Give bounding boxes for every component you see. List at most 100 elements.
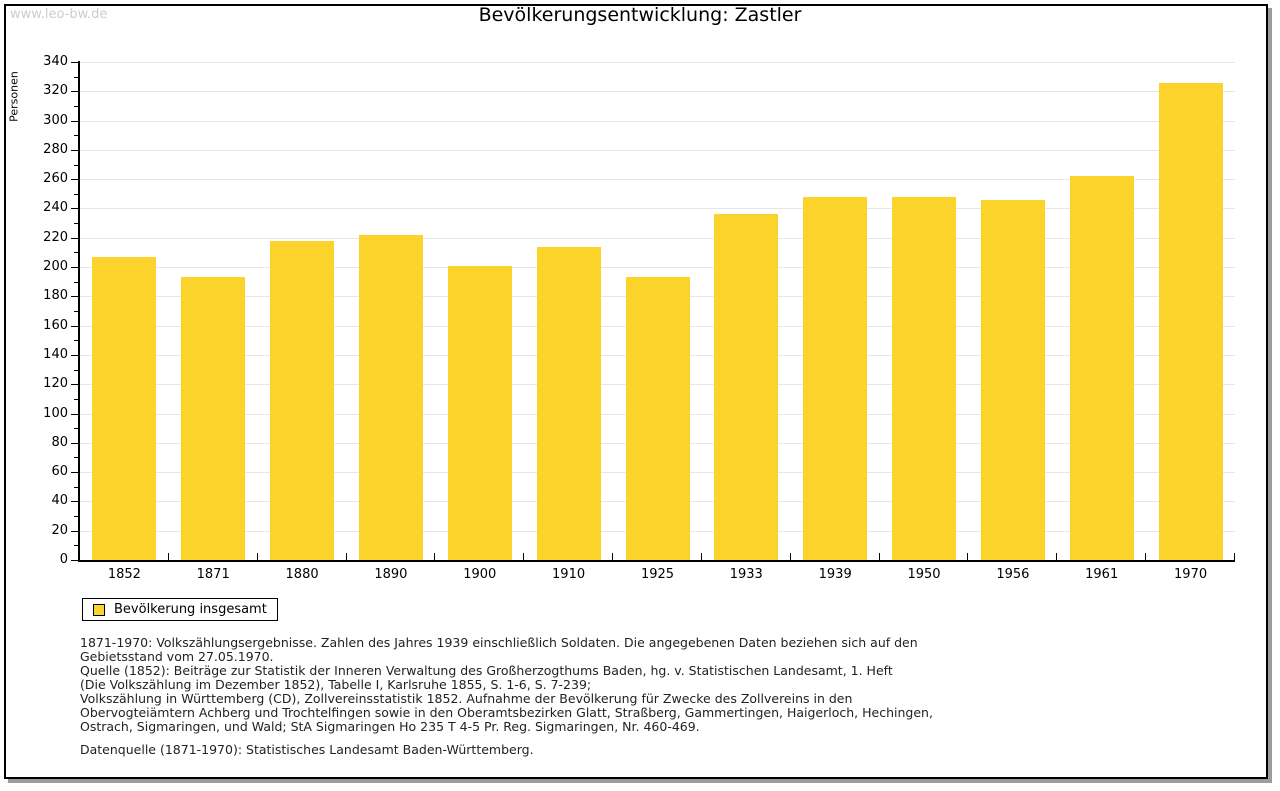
y-axis-tick-label: 40 xyxy=(51,493,68,508)
x-category-label: 1950 xyxy=(907,567,941,582)
y-axis-tick xyxy=(71,208,78,209)
y-axis-tick xyxy=(71,179,78,180)
x-category-label: 1852 xyxy=(107,567,141,582)
y-axis-minor-tick xyxy=(74,106,78,107)
x-category-label: 1871 xyxy=(196,567,230,582)
x-axis-tick xyxy=(523,553,524,560)
y-axis-line xyxy=(78,61,80,562)
bar xyxy=(714,214,779,560)
x-axis-tick xyxy=(257,553,258,560)
x-axis-tick xyxy=(967,553,968,560)
y-axis-tick xyxy=(71,355,78,356)
y-axis-minor-tick xyxy=(74,77,78,78)
y-gridline xyxy=(80,62,1235,63)
y-axis-tick-label: 200 xyxy=(43,259,68,274)
y-axis-minor-tick xyxy=(74,370,78,371)
y-axis-tick-label: 320 xyxy=(43,83,68,98)
x-axis-tick xyxy=(701,553,702,560)
y-axis-tick-label: 140 xyxy=(43,347,68,362)
bar xyxy=(892,196,956,560)
y-axis-tick-label: 0 xyxy=(59,552,68,567)
y-axis-tick xyxy=(71,560,78,561)
y-axis-tick xyxy=(71,150,78,151)
y-axis-minor-tick xyxy=(74,311,78,312)
bar xyxy=(181,277,246,560)
y-gridline xyxy=(80,91,1235,92)
y-axis-tick xyxy=(71,121,78,122)
y-axis-tick xyxy=(71,62,78,63)
bar xyxy=(1158,82,1223,560)
y-axis-tick xyxy=(71,531,78,532)
y-gridline xyxy=(80,208,1235,209)
y-axis-tick xyxy=(71,472,78,473)
x-category-label: 1910 xyxy=(552,567,586,582)
y-axis-tick xyxy=(71,501,78,502)
y-axis-tick xyxy=(71,91,78,92)
bar xyxy=(803,196,868,560)
legend: Bevölkerung insgesamt xyxy=(82,598,278,621)
y-gridline xyxy=(80,238,1235,239)
y-axis-tick xyxy=(71,384,78,385)
y-axis-tick-label: 80 xyxy=(51,435,68,450)
y-axis-tick-label: 160 xyxy=(43,318,68,333)
y-axis-tick xyxy=(71,443,78,444)
bar xyxy=(270,240,335,560)
y-axis-minor-tick xyxy=(74,165,78,166)
chart-title: Bevölkerungsentwicklung: Zastler xyxy=(478,4,802,26)
x-axis-tick xyxy=(1145,553,1146,560)
x-axis-tick xyxy=(346,553,347,560)
watermark: www.leo-bw.de xyxy=(10,7,108,22)
x-axis-tick xyxy=(168,553,169,560)
y-axis-tick-label: 20 xyxy=(51,523,68,538)
datasource-note: Datenquelle (1871-1970): Statistisches L… xyxy=(80,742,534,757)
x-category-label: 1900 xyxy=(463,567,497,582)
y-axis-tick-label: 180 xyxy=(43,288,68,303)
source-note-line: Quelle (1852): Beiträge zur Statistik de… xyxy=(80,663,893,678)
x-category-label: 1939 xyxy=(818,567,852,582)
y-axis-minor-tick xyxy=(74,194,78,195)
y-axis-minor-tick xyxy=(74,340,78,341)
y-axis-tick-label: 240 xyxy=(43,200,68,215)
y-axis-minor-tick xyxy=(74,516,78,517)
bar xyxy=(1069,176,1134,560)
y-axis-tick-label: 280 xyxy=(43,142,68,157)
x-axis-tick xyxy=(790,553,791,560)
x-category-label: 1925 xyxy=(640,567,675,582)
x-axis-tick xyxy=(1234,553,1235,560)
y-axis-tick-label: 100 xyxy=(43,406,68,421)
y-axis-tick xyxy=(71,414,78,415)
x-axis-tick xyxy=(434,553,435,560)
y-axis-tick-label: 120 xyxy=(43,376,68,391)
x-axis-line xyxy=(78,560,1235,562)
legend-swatch-icon xyxy=(93,603,105,616)
bar xyxy=(359,234,423,560)
y-gridline xyxy=(80,179,1235,180)
y-axis-minor-tick xyxy=(74,252,78,253)
x-category-label: 1880 xyxy=(285,567,319,582)
source-note-line: Obervogteiämtern Achberg und Trochtelfin… xyxy=(80,705,933,720)
y-axis-minor-tick xyxy=(74,428,78,429)
bar xyxy=(447,265,512,560)
y-axis-tick-label: 60 xyxy=(51,464,68,479)
y-axis-tick-label: 300 xyxy=(43,113,68,128)
y-axis-tick xyxy=(71,238,78,239)
bar xyxy=(92,256,157,560)
source-note-line: 1871-1970: Volkszählungsergebnisse. Zahl… xyxy=(80,635,918,650)
y-axis-tick xyxy=(71,267,78,268)
y-axis-minor-tick xyxy=(74,282,78,283)
y-gridline xyxy=(80,267,1235,268)
y-gridline xyxy=(80,121,1235,122)
y-axis-tick xyxy=(71,296,78,297)
y-axis-tick-label: 260 xyxy=(43,171,68,186)
x-category-label: 1956 xyxy=(996,567,1030,582)
y-axis-tick-label: 220 xyxy=(43,230,68,245)
source-note-line: Ostrach, Sigmaringen, und Wald; StA Sigm… xyxy=(80,719,700,734)
source-notes: 1871-1970: Volkszählungsergebnisse. Zahl… xyxy=(80,636,933,734)
x-axis-tick xyxy=(612,553,613,560)
x-category-label: 1933 xyxy=(729,567,763,582)
y-gridline xyxy=(80,150,1235,151)
source-note-line: Gebietsstand vom 27.05.1970. xyxy=(80,649,274,664)
y-axis-minor-tick xyxy=(74,135,78,136)
bar xyxy=(625,277,690,560)
